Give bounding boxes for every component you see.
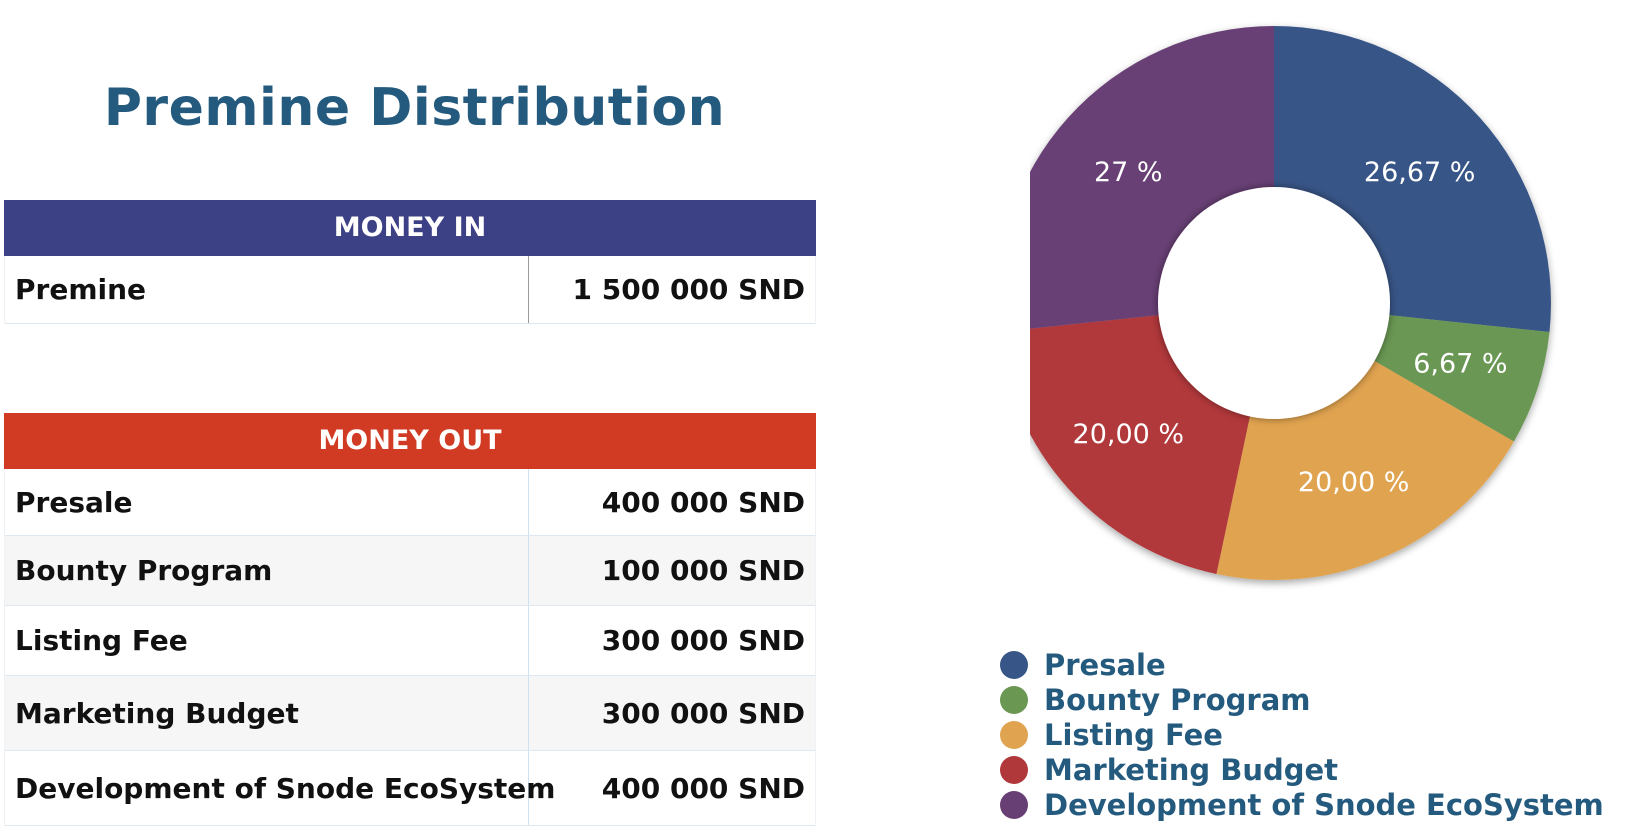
row-label: Listing Fee <box>5 606 529 675</box>
legend-label: Development of Snode EcoSystem <box>1044 787 1604 822</box>
table-row: Marketing Budget 300 000 SND <box>4 676 816 751</box>
legend-label: Marketing Budget <box>1044 752 1339 787</box>
money-out-table: MONEY OUT Presale 400 000 SND Bounty Pro… <box>4 413 816 826</box>
legend-label: Bounty Program <box>1044 682 1311 717</box>
legend-item: Bounty Program <box>1000 682 1620 717</box>
table-row: Bounty Program 100 000 SND <box>4 536 816 606</box>
table-row: Development of Snode EcoSystem 400 000 S… <box>4 751 816 826</box>
donut-chart: 26,67 % 6,67 % 20,00 % 20,00 % 27 % <box>1030 20 1642 620</box>
row-label: Premine <box>5 256 529 323</box>
money-in-header: MONEY IN <box>4 200 816 256</box>
data-label: 26,67 % <box>1364 157 1476 188</box>
legend-swatch <box>1000 720 1028 749</box>
row-value: 300 000 SND <box>601 696 805 730</box>
legend-item: Presale <box>1000 647 1620 682</box>
row-label: Presale <box>5 469 529 535</box>
row-label: Marketing Budget <box>5 676 529 750</box>
legend-swatch <box>1000 755 1028 784</box>
page-title: Premine Distribution <box>103 78 726 138</box>
data-label: 27 % <box>1094 157 1163 188</box>
legend-swatch <box>1000 650 1028 679</box>
legend-item: Listing Fee <box>1000 717 1620 752</box>
row-label: Bounty Program <box>5 536 529 605</box>
legend-label: Presale <box>1044 647 1166 682</box>
data-label: 20,00 % <box>1298 467 1410 498</box>
row-value: 1 500 000 SND <box>572 273 805 306</box>
table-row: Premine 1 500 000 SND <box>4 256 816 324</box>
row-value: 400 000 SND <box>601 485 805 519</box>
row-value: 100 000 SND <box>601 554 805 587</box>
money-out-header: MONEY OUT <box>4 413 816 469</box>
legend-swatch <box>1000 790 1028 819</box>
money-in-table: MONEY IN Premine 1 500 000 SND <box>4 200 816 324</box>
donut-hole <box>1158 187 1390 419</box>
table-row: Listing Fee 300 000 SND <box>4 606 816 676</box>
row-value: 300 000 SND <box>601 624 805 657</box>
table-row: Presale 400 000 SND <box>4 469 816 536</box>
legend-swatch <box>1000 685 1028 714</box>
data-label: 20,00 % <box>1073 419 1185 450</box>
row-value: 400 000 SND <box>601 771 805 805</box>
chart-legend: Presale Bounty Program Listing Fee Marke… <box>1000 647 1620 822</box>
row-label: Development of Snode EcoSystem <box>5 751 555 825</box>
data-label: 6,67 % <box>1413 349 1507 380</box>
legend-item: Marketing Budget <box>1000 752 1620 787</box>
legend-label: Listing Fee <box>1044 717 1223 752</box>
legend-item: Development of Snode EcoSystem <box>1000 787 1620 822</box>
donut-chart-svg: 26,67 % 6,67 % 20,00 % 20,00 % 27 % <box>1030 26 1551 581</box>
